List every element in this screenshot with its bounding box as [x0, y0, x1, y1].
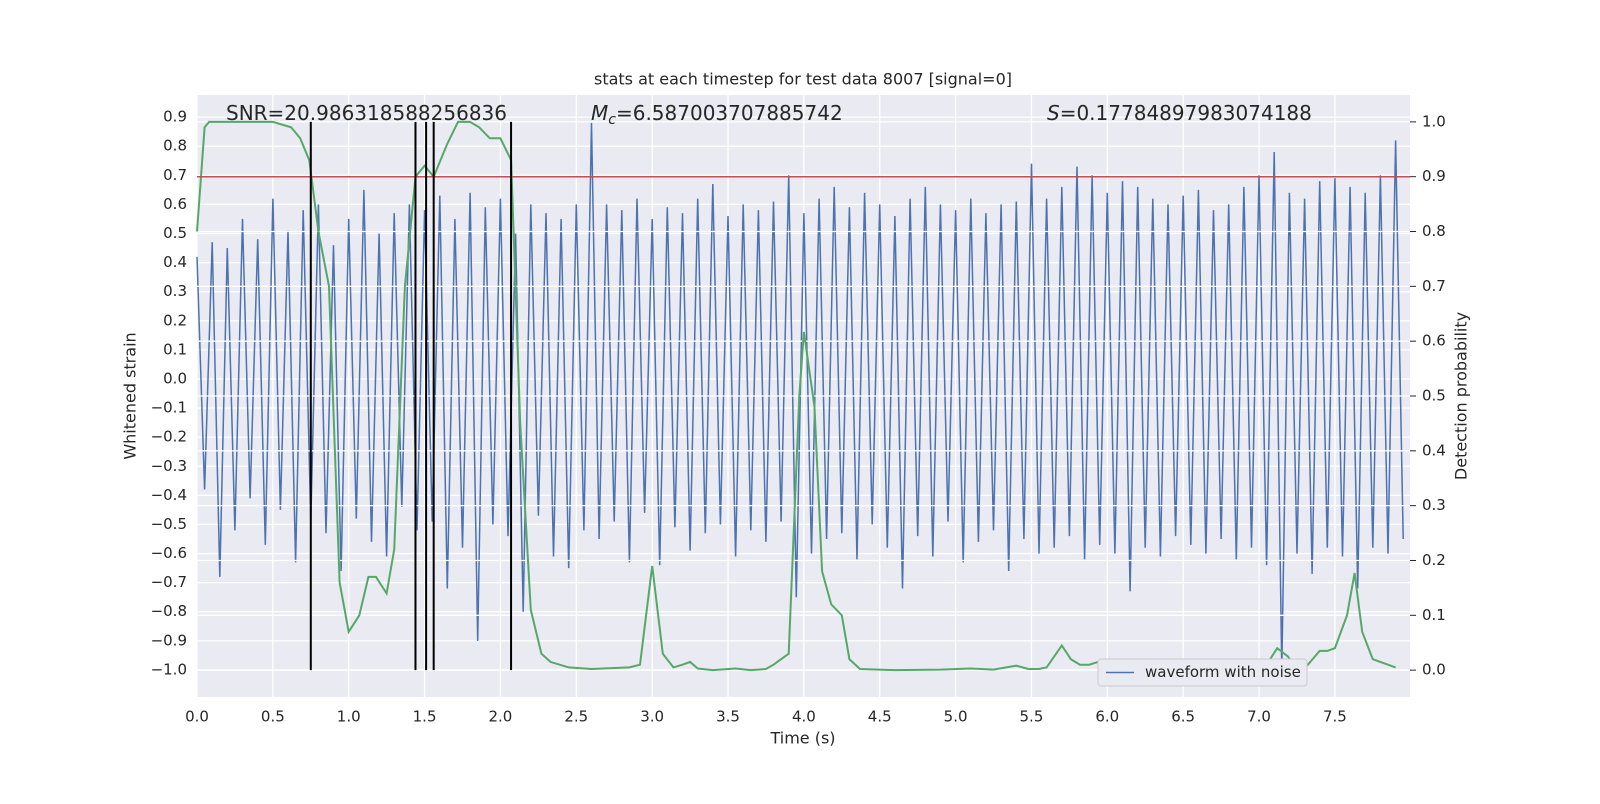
y-tick-label: −0.4: [151, 486, 187, 504]
y-tick-label: 0.9: [163, 108, 187, 126]
annotation-symbol: M: [591, 101, 608, 125]
x-tick-label: 2.5: [564, 708, 588, 726]
chart-title: stats at each timestep for test data 800…: [594, 70, 1012, 89]
x-tick-label: 4.5: [868, 708, 892, 726]
x-axis-label: Time (s): [769, 729, 835, 748]
x-tick-label: 0.0: [185, 708, 209, 726]
legend-box: [1097, 658, 1308, 687]
y-tick-label: 0.6: [163, 195, 187, 213]
y-tick-label: 0.7: [163, 166, 187, 184]
y-tick-label: −0.1: [151, 399, 187, 417]
x-tick-label: 7.5: [1323, 708, 1347, 726]
x-tick-label: 6.0: [1095, 708, 1119, 726]
y-tick-label: −0.9: [151, 631, 187, 649]
annotation-text: =0.17784897983074188: [1060, 101, 1312, 125]
x-tick-label: 1.0: [337, 708, 361, 726]
annotation: SNR=20.986318588256836: [226, 101, 507, 125]
y2-tick-label: 0.8: [1422, 222, 1446, 240]
y2-tick-label: 0.7: [1422, 277, 1446, 295]
legend-label: waveform with noise: [1145, 663, 1301, 681]
y-tick-label: 0.2: [163, 311, 187, 329]
y-tick-label: 0.8: [163, 137, 187, 155]
y-tick-label: −0.8: [151, 602, 187, 620]
y-axis-label: Whitened strain: [121, 332, 140, 459]
y-tick-label: −0.2: [151, 428, 187, 446]
y2-tick-label: 0.3: [1422, 496, 1446, 514]
x-tick-label: 3.0: [640, 708, 664, 726]
y-tick-label: 0.4: [163, 253, 187, 271]
x-tick-label: 0.5: [261, 708, 285, 726]
x-tick-label: 7.0: [1247, 708, 1271, 726]
x-tick-label: 4.0: [792, 708, 816, 726]
y-tick-label: −0.7: [151, 573, 187, 591]
annotation: S=0.17784897983074188: [1047, 101, 1312, 125]
y2-tick-label: 1.0: [1422, 112, 1446, 130]
y2-tick-label: 0.1: [1422, 606, 1446, 624]
y-tick-label: 0.1: [163, 340, 187, 358]
y-tick-label: −1.0: [151, 660, 187, 678]
annotation-symbol: S: [1047, 101, 1060, 125]
y-tick-label: 0.0: [163, 369, 187, 387]
y-tick-label: 0.3: [163, 282, 187, 300]
y2-tick-label: 0.9: [1422, 167, 1446, 185]
y-tick-label: 0.5: [163, 224, 187, 242]
y-tick-label: −0.6: [151, 544, 187, 562]
annotation-subscript: c: [608, 112, 616, 128]
y2-tick-label: 0.2: [1422, 551, 1446, 569]
annotation-text: =6.587003707885742: [616, 101, 843, 125]
y2-tick-label: 0.5: [1422, 387, 1446, 405]
x-tick-label: 5.5: [1020, 708, 1044, 726]
y2-tick-label: 0.0: [1422, 661, 1446, 679]
y2-axis-label: Detection probability: [1452, 312, 1471, 480]
x-tick-label: 2.0: [489, 708, 513, 726]
annotation-text: SNR=20.986318588256836: [226, 101, 507, 125]
x-tick-label: 1.5: [413, 708, 437, 726]
x-tick-label: 6.5: [1171, 708, 1195, 726]
y-tick-label: −0.3: [151, 457, 187, 475]
y2-tick-label: 0.4: [1422, 441, 1446, 459]
x-tick-label: 3.5: [716, 708, 740, 726]
waveform-line: [196, 122, 1404, 670]
y-tick-label: −0.5: [151, 515, 187, 533]
annotation: Mc=6.587003707885742: [591, 101, 843, 129]
x-tick-label: 5.0: [944, 708, 968, 726]
y2-tick-label: 0.6: [1422, 332, 1446, 350]
